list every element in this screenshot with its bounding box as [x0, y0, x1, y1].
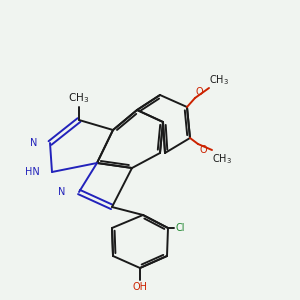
- Text: N: N: [30, 138, 37, 148]
- Text: HN: HN: [25, 167, 40, 177]
- Text: CH$_3$: CH$_3$: [68, 91, 90, 105]
- Text: N: N: [58, 187, 65, 197]
- Text: O: O: [196, 87, 204, 97]
- Text: OH: OH: [133, 282, 148, 292]
- Text: CH$_3$: CH$_3$: [209, 73, 229, 87]
- Text: CH$_3$: CH$_3$: [212, 152, 232, 166]
- Text: Cl: Cl: [176, 223, 185, 233]
- Text: O: O: [199, 145, 207, 155]
